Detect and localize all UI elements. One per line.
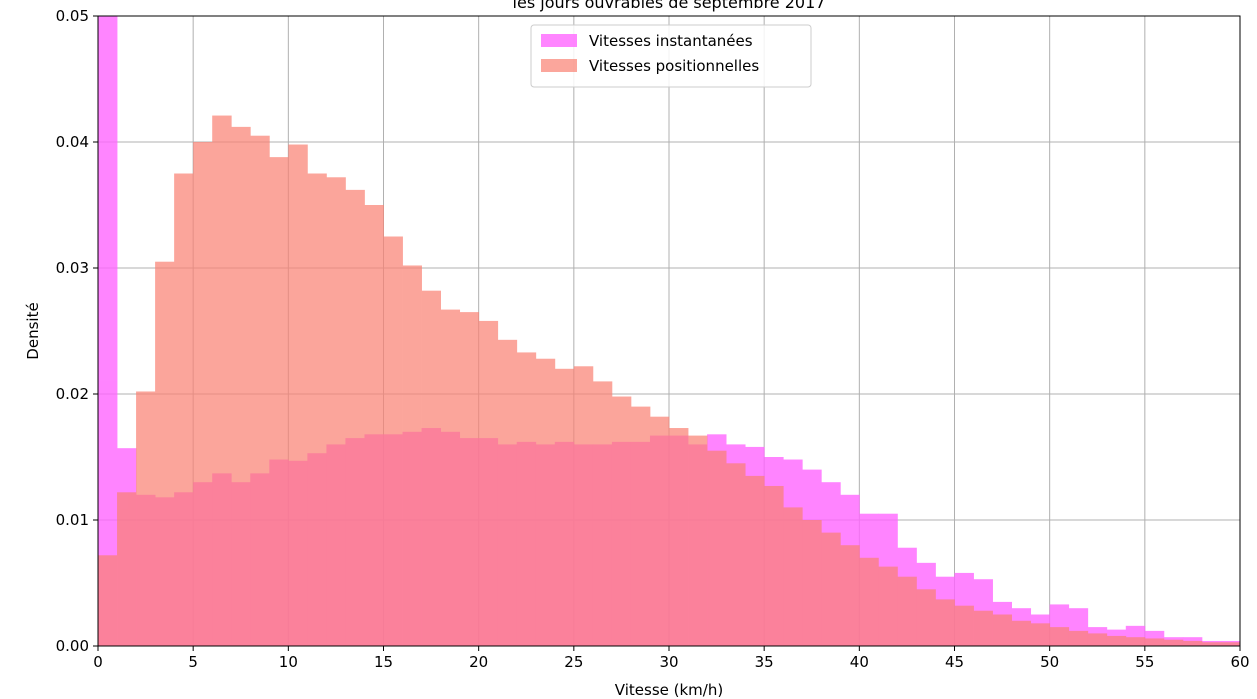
histogram-bar: [1220, 642, 1241, 646]
x-tick-label: 10: [279, 653, 298, 671]
histogram-bar: [1068, 630, 1089, 646]
histogram-bar: [174, 173, 194, 646]
histogram-bar: [117, 492, 137, 646]
legend-box: [530, 24, 812, 88]
histogram-bar: [193, 142, 213, 646]
histogram-bar: [726, 463, 746, 646]
histogram-bar: [1201, 642, 1222, 646]
histogram-bar: [935, 599, 955, 646]
x-tick-label: 20: [469, 653, 488, 671]
y-tick-label: 0.04: [56, 133, 89, 151]
y-axis-label: Densité: [24, 302, 42, 359]
series-vitesses-positionnelles: [98, 115, 1241, 647]
histogram-bar: [630, 406, 651, 646]
histogram-bar: [878, 566, 898, 646]
y-axis-ticks: 0.00 0.01 0.02 0.03 0.04 0.05: [56, 7, 98, 655]
chart-title: les jours ouvrables de septembre 2017: [513, 0, 826, 12]
histogram-bar: [459, 312, 480, 646]
x-tick-label: 5: [188, 653, 198, 671]
histogram-bar: [269, 157, 289, 646]
histogram-bar: [364, 205, 384, 646]
histogram-bar: [1049, 627, 1070, 646]
histogram-bar: [326, 177, 346, 646]
legend-swatch: [541, 34, 577, 47]
x-tick-label: 15: [374, 653, 393, 671]
histogram-bar: [764, 485, 784, 646]
x-tick-label: 50: [1040, 653, 1059, 671]
histogram-bar: [688, 435, 708, 646]
histogram-bar: [1182, 640, 1203, 646]
histogram-bar: [1106, 635, 1127, 646]
histogram-bars: [98, 16, 1241, 647]
histogram-bar: [840, 545, 860, 646]
x-tick-label: 40: [850, 653, 869, 671]
histogram-bar: [859, 557, 879, 646]
legend-swatch: [541, 59, 577, 72]
y-tick-label: 0.03: [56, 259, 89, 277]
y-tick-label: 0.00: [56, 637, 89, 655]
histogram-bar: [383, 236, 403, 646]
histogram-bar: [440, 309, 461, 646]
histogram-bar: [478, 320, 499, 646]
histogram-bar: [1087, 633, 1108, 646]
histogram-bar: [1011, 620, 1032, 646]
histogram-bar: [954, 605, 974, 646]
histogram-bar: [992, 614, 1012, 646]
histogram-bar: [136, 391, 156, 646]
legend: Vitesses instantanées Vitesses positionne…: [530, 24, 812, 88]
histogram-bar: [1030, 623, 1051, 646]
histogram-bar: [1163, 639, 1184, 646]
histogram-bar: [250, 135, 270, 646]
x-tick-label: 0: [93, 653, 103, 671]
histogram-bar: [421, 290, 441, 646]
x-tick-label: 30: [659, 653, 678, 671]
histogram-bar: [1125, 637, 1146, 646]
histogram-bar: [307, 173, 327, 646]
histogram-bar: [897, 576, 917, 646]
histogram-bar: [973, 610, 993, 646]
y-tick-label: 0.02: [56, 385, 89, 403]
histogram-bar: [592, 381, 613, 646]
histogram-bar: [745, 475, 765, 646]
histogram-bar: [155, 261, 175, 646]
histogram-bar: [231, 126, 251, 646]
histogram-bar: [98, 16, 118, 646]
x-tick-label: 25: [564, 653, 583, 671]
y-tick-label: 0.01: [56, 511, 89, 529]
histogram-bar: [212, 115, 232, 647]
x-tick-label: 35: [755, 653, 774, 671]
x-tick-label: 45: [945, 653, 964, 671]
histogram-bar: [535, 358, 556, 646]
histogram-bar: [707, 450, 727, 646]
x-axis-ticks: 0 5 10 15 20 25 30 35 40 45 50 55 60: [93, 646, 1250, 671]
histogram-bar: [611, 396, 632, 646]
histogram-bar: [516, 352, 537, 646]
histogram-bar: [497, 339, 518, 646]
histogram-bar: [669, 428, 689, 646]
histogram-bar: [1144, 638, 1165, 646]
legend-label: Vitesses instantanées: [589, 32, 753, 50]
histogram-bar: [98, 555, 118, 646]
histogram-bar: [288, 144, 308, 646]
histogram-bar: [649, 416, 670, 646]
histogram-bar: [402, 265, 422, 646]
x-tick-label: 55: [1135, 653, 1154, 671]
histogram-bar: [916, 589, 936, 646]
histogram-bar: [802, 520, 822, 646]
x-axis-label: Vitesse (km/h): [615, 681, 723, 699]
x-tick-label: 60: [1230, 653, 1249, 671]
histogram-bar: [783, 507, 803, 646]
histogram-bar: [345, 189, 365, 646]
legend-label: Vitesses positionnelles: [589, 57, 759, 75]
y-tick-label: 0.05: [56, 7, 89, 25]
histogram-bar: [554, 368, 575, 646]
histogram-bar: [573, 366, 594, 646]
histogram-bar: [821, 532, 841, 646]
